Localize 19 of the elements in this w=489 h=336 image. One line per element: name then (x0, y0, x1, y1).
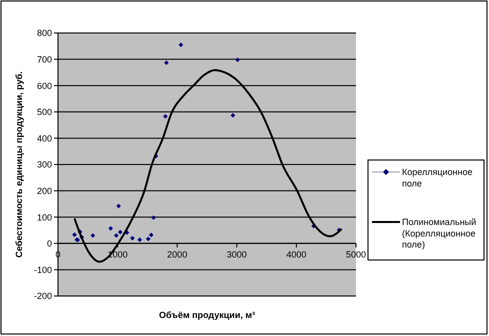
x-tick-label: 4000 (286, 249, 306, 260)
y-tick-label: 400 (36, 133, 52, 144)
y-tick-label: 700 (36, 54, 52, 64)
x-tick-label: 2000 (167, 249, 188, 260)
y-tick-label: 200 (36, 186, 52, 196)
x-axis-title: Объём продукции, м³ (158, 310, 256, 320)
y-tick-label: 500 (36, 107, 52, 118)
legend-label: Полиномиальный (Корелляционное поле) (402, 217, 476, 250)
y-tick-label: 600 (36, 80, 52, 91)
y-tick-label: 300 (36, 160, 52, 170)
x-tick-label: 5000 (346, 249, 366, 260)
y-tick-label: 0 (46, 238, 52, 249)
x-tick-label: 3000 (226, 249, 247, 260)
y-tick-label: 100 (36, 212, 52, 222)
y-tick-label: 800 (36, 28, 52, 38)
y-axis-title: Себестоимость единицы продукции, руб. (14, 71, 24, 258)
legend-label: Корелляционное поле (402, 167, 472, 188)
y-tick-label: -200 (34, 291, 52, 302)
y-tick-label: -100 (34, 264, 52, 275)
